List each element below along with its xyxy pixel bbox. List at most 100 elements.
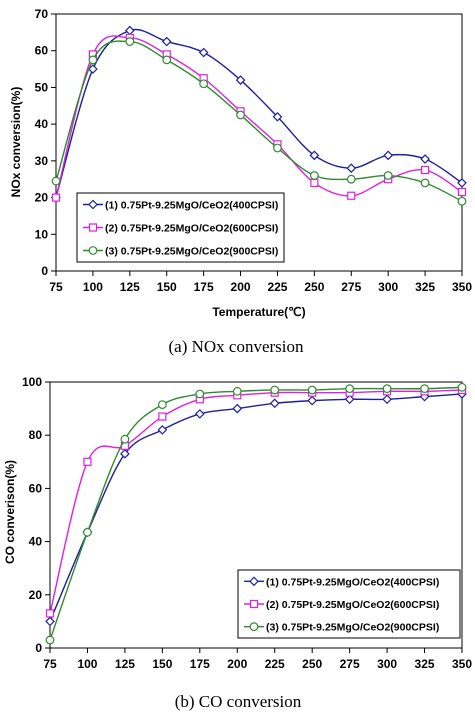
nox-x-tick-label: 150 — [157, 280, 177, 294]
nox-legend: (1) 0.75Pt-9.25MgO/CeO2(400CPSI) (2) 0.75… — [76, 192, 285, 263]
co-x-tick-label: 300 — [377, 657, 397, 671]
co-legend-swatch-marker — [249, 622, 259, 632]
nox-legend-swatch-marker — [88, 199, 98, 210]
co-x-tick-label: 75 — [43, 657, 57, 671]
co-plot-frame — [49, 381, 463, 649]
nox-x-tick-label: 250 — [304, 280, 324, 294]
nox-x-tick-label: 350 — [452, 280, 472, 294]
nox-series-3-point — [346, 174, 356, 184]
nox-series-2-point — [347, 191, 356, 200]
co-legend-swatch-marker — [249, 576, 259, 587]
nox-series-1-line — [55, 28, 463, 198]
nox-caption: (a) NOx conversion — [168, 337, 304, 356]
co-series-3-point — [157, 400, 167, 410]
nox-series-1-point — [235, 75, 246, 85]
nox-series — [51, 25, 467, 206]
co-series-3-point — [120, 434, 130, 444]
co-series-3-point — [83, 527, 92, 537]
nox-series-2-line — [55, 35, 463, 198]
nox-series-3-point — [88, 55, 98, 65]
nox-x-tick-label: 300 — [378, 280, 398, 294]
nox-legend-label: (2) 0.75Pt-9.25MgO/CeO2(600CPSI) — [105, 223, 278, 235]
nox-legend-item: (2) 0.75Pt-9.25MgO/CeO2(600CPSI) — [83, 223, 278, 235]
nox-y-tick-label: 0 — [41, 264, 48, 278]
co-legend-item: (2) 0.75Pt-9.25MgO/CeO2(600CPSI) — [244, 599, 439, 611]
co-y-tick-label: 40 — [29, 535, 43, 549]
nox-series-1-point — [88, 64, 98, 74]
nox-series-3-point — [383, 171, 393, 180]
co-caption: (b) CO conversion — [175, 692, 302, 711]
nox-series-3-line — [55, 40, 463, 202]
nox-series-1-point — [161, 36, 172, 47]
nox-y-tick-label: 10 — [35, 227, 49, 241]
co-y-ticks: 0 20 40 60 80 100 — [22, 375, 50, 655]
co-series-1-point — [307, 395, 318, 406]
co-series-3-point — [232, 386, 242, 396]
co-series-3-point — [195, 389, 205, 399]
co-legend-item: (3) 0.75Pt-9.25MgO/CeO2(900CPSI) — [244, 622, 439, 634]
co-series-2-point — [83, 457, 92, 466]
co-x-tick-label: 225 — [265, 657, 285, 671]
nox-y-tick-label: 40 — [35, 117, 49, 131]
nox-series-1-point — [309, 150, 320, 161]
co-x-tick-label: 275 — [340, 657, 360, 671]
nox-x-tick-label: 200 — [231, 280, 251, 294]
co-legend-box — [237, 569, 461, 639]
co-series-3-point — [457, 382, 467, 392]
co-legend-item: (1) 0.75Pt-9.25MgO/CeO2(400CPSI) — [244, 576, 439, 588]
nox-legend-swatch-marker — [88, 246, 98, 255]
nox-legend-box — [76, 192, 285, 263]
co-series-2-point — [45, 609, 55, 618]
nox-series-1-point — [124, 25, 135, 36]
nox-series-3-point — [162, 55, 172, 65]
co-x-tick-label: 200 — [227, 657, 247, 671]
nox-x-tick-label: 225 — [267, 280, 287, 294]
nox-legend-item: (1) 0.75Pt-9.25MgO/CeO2(400CPSI) — [83, 200, 278, 212]
nox-series-1-point — [272, 111, 283, 122]
co-x-tick-label: 250 — [302, 657, 322, 671]
nox-series-3-point — [273, 143, 282, 153]
co-series-3-point — [420, 384, 429, 394]
co-series — [45, 382, 467, 645]
nox-y-tick-label: 50 — [35, 80, 49, 94]
nox-series-2-point — [420, 165, 430, 175]
co-x-tick-label: 175 — [190, 657, 210, 671]
co-series-3-point — [345, 384, 355, 394]
nox-series-1-point — [346, 163, 357, 174]
co-x-tick-label: 150 — [152, 657, 172, 671]
co-legend-label: (2) 0.75Pt-9.25MgO/CeO2(600CPSI) — [266, 599, 439, 611]
nox-x-tick-label: 100 — [83, 280, 103, 294]
nox-series-3-point — [420, 178, 430, 188]
nox-series-2-point — [51, 193, 61, 202]
co-y-axis-label: CO converison(%) — [3, 460, 17, 564]
nox-legend-label: (3) 0.75Pt-9.25MgO/CeO2(900CPSI) — [105, 246, 278, 258]
co-legend-label: (3) 0.75Pt-9.25MgO/CeO2(900CPSI) — [266, 622, 439, 634]
nox-series-3-point — [125, 37, 135, 46]
nox-y-tick-label: 30 — [35, 154, 49, 168]
co-series-3-point — [45, 635, 55, 645]
nox-y-tick-label: 70 — [35, 7, 49, 21]
co-x-tick-label: 100 — [77, 657, 97, 671]
nox-series-2-point — [310, 178, 319, 187]
co-x-tick-label: 125 — [115, 657, 135, 671]
co-series-3-point — [270, 385, 280, 395]
nox-series-1-point — [383, 150, 394, 161]
co-legend-swatch-marker — [249, 599, 259, 609]
nox-series-3-point — [199, 79, 209, 89]
co-series-1-point — [120, 448, 130, 459]
co-legend-label: (1) 0.75Pt-9.25MgO/CeO2(400CPSI) — [266, 576, 439, 588]
nox-series-1 — [51, 25, 467, 203]
co-series-3 — [45, 382, 467, 645]
nox-series-3-point — [457, 196, 467, 206]
co-x-tick-label: 325 — [415, 657, 435, 671]
nox-x-axis-label: Temperature(℃) — [212, 305, 305, 319]
co-legend: (1) 0.75Pt-9.25MgO/CeO2(400CPSI) (2) 0.75… — [237, 569, 461, 639]
nox-chart: 0 10 20 30 40 50 60 70 75 100 125 150 175 200 225 250 2… — [9, 7, 472, 356]
nox-x-tick-label: 275 — [341, 280, 361, 294]
co-x-tick-label: 350 — [452, 657, 472, 671]
nox-series-2-point — [457, 187, 467, 197]
co-series-1-point — [382, 394, 392, 405]
nox-series-2 — [51, 33, 467, 202]
nox-legend-label: (1) 0.75Pt-9.25MgO/CeO2(400CPSI) — [105, 200, 278, 212]
